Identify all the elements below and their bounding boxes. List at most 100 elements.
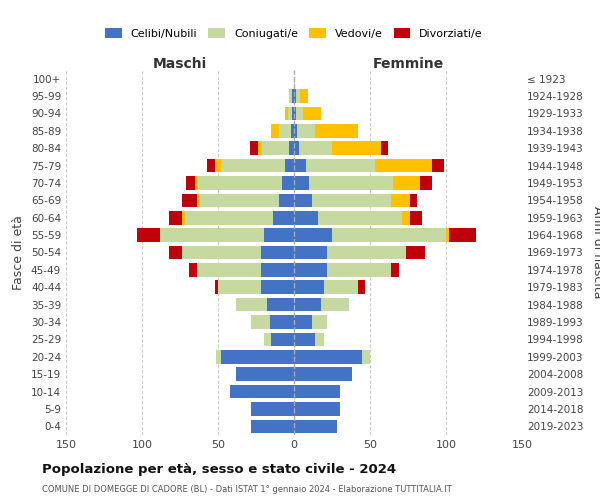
- Bar: [446, 228, 449, 242]
- Bar: [230, 385, 294, 398]
- Bar: [294, 298, 322, 312]
- Bar: [197, 194, 200, 207]
- Bar: [294, 263, 328, 276]
- Text: Maschi: Maschi: [153, 57, 207, 71]
- Bar: [312, 194, 391, 207]
- Bar: [273, 211, 294, 224]
- Bar: [289, 142, 294, 155]
- Bar: [288, 106, 292, 120]
- Bar: [299, 142, 332, 155]
- Bar: [296, 106, 303, 120]
- Bar: [294, 142, 299, 155]
- Bar: [322, 298, 349, 312]
- Bar: [215, 280, 218, 294]
- Bar: [182, 194, 197, 207]
- Bar: [262, 142, 289, 155]
- Bar: [294, 246, 328, 260]
- Bar: [402, 211, 410, 224]
- Bar: [200, 194, 279, 207]
- Bar: [358, 280, 365, 294]
- Bar: [263, 332, 271, 346]
- Bar: [410, 194, 417, 207]
- Bar: [294, 368, 352, 381]
- Bar: [294, 176, 309, 190]
- Y-axis label: Anni di nascita: Anni di nascita: [592, 206, 600, 298]
- Bar: [269, 315, 294, 329]
- Bar: [221, 350, 294, 364]
- Bar: [279, 194, 294, 207]
- Bar: [294, 211, 319, 224]
- Bar: [380, 142, 388, 155]
- Bar: [279, 124, 291, 138]
- Bar: [315, 124, 358, 138]
- Bar: [189, 263, 197, 276]
- Bar: [325, 280, 358, 294]
- Bar: [217, 350, 221, 364]
- Bar: [236, 298, 266, 312]
- Bar: [294, 420, 337, 433]
- Bar: [160, 228, 263, 242]
- Bar: [282, 176, 294, 190]
- Bar: [294, 228, 332, 242]
- Bar: [208, 159, 215, 172]
- Bar: [250, 142, 257, 155]
- Bar: [328, 246, 406, 260]
- Bar: [215, 159, 221, 172]
- Bar: [236, 368, 294, 381]
- Bar: [291, 124, 294, 138]
- Bar: [332, 228, 446, 242]
- Bar: [312, 315, 328, 329]
- Bar: [263, 228, 294, 242]
- Bar: [185, 211, 273, 224]
- Bar: [294, 124, 297, 138]
- Bar: [292, 90, 294, 103]
- Bar: [294, 159, 306, 172]
- Bar: [294, 106, 296, 120]
- Bar: [169, 211, 182, 224]
- Bar: [251, 402, 294, 415]
- Bar: [285, 159, 294, 172]
- Bar: [328, 263, 391, 276]
- Bar: [294, 315, 312, 329]
- Bar: [266, 298, 294, 312]
- Bar: [197, 263, 260, 276]
- Bar: [433, 159, 445, 172]
- Bar: [297, 124, 315, 138]
- Bar: [251, 420, 294, 433]
- Bar: [251, 315, 269, 329]
- Bar: [289, 90, 292, 103]
- Bar: [391, 194, 410, 207]
- Bar: [195, 176, 198, 190]
- Bar: [374, 159, 433, 172]
- Bar: [294, 402, 340, 415]
- Bar: [260, 246, 294, 260]
- Bar: [294, 194, 312, 207]
- Y-axis label: Fasce di età: Fasce di età: [13, 215, 25, 290]
- Bar: [271, 124, 279, 138]
- Text: Popolazione per età, sesso e stato civile - 2024: Popolazione per età, sesso e stato civil…: [42, 462, 396, 475]
- Bar: [182, 246, 260, 260]
- Bar: [285, 106, 288, 120]
- Bar: [294, 90, 296, 103]
- Bar: [303, 106, 322, 120]
- Bar: [391, 263, 399, 276]
- Bar: [294, 350, 362, 364]
- Bar: [420, 176, 433, 190]
- Bar: [137, 228, 160, 242]
- Bar: [292, 106, 294, 120]
- Bar: [218, 280, 260, 294]
- Bar: [257, 142, 262, 155]
- Bar: [260, 263, 294, 276]
- Bar: [319, 211, 402, 224]
- Bar: [294, 385, 340, 398]
- Bar: [294, 280, 325, 294]
- Bar: [300, 90, 308, 103]
- Bar: [182, 211, 185, 224]
- Bar: [296, 90, 300, 103]
- Bar: [332, 142, 380, 155]
- Bar: [186, 176, 195, 190]
- Bar: [198, 176, 282, 190]
- Bar: [309, 176, 393, 190]
- Bar: [410, 211, 422, 224]
- Bar: [449, 228, 476, 242]
